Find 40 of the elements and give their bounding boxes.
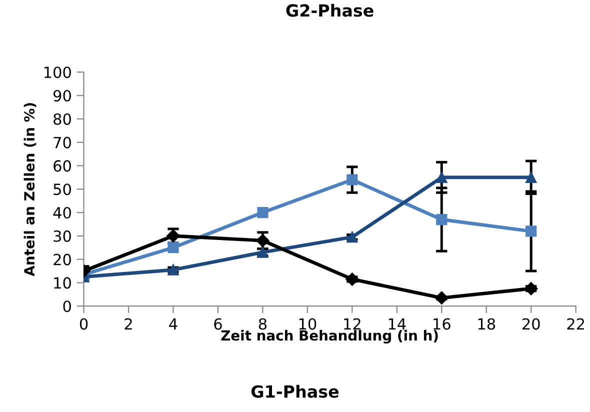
point [256, 234, 270, 248]
x-axis-title: Zeit nach Behandlung (in h) [221, 330, 438, 344]
point [436, 172, 448, 183]
y-tick-label: 10 [54, 277, 71, 289]
point [346, 232, 358, 243]
y-tick-label: 80 [54, 113, 71, 125]
y-tick-label: 0 [63, 300, 71, 312]
x-tick-label: 22 [567, 318, 584, 330]
point [435, 291, 448, 305]
x-tick-label: 10 [299, 318, 316, 330]
point [436, 214, 448, 226]
y-tick-label: 50 [54, 184, 71, 196]
point [526, 172, 537, 183]
y-tick-label: 90 [53, 90, 71, 102]
y-tick-label: 100 [44, 66, 71, 78]
x-tick-label: 2 [124, 318, 132, 330]
y-tick-label: 30 [54, 230, 71, 242]
x-tick-label: 18 [478, 318, 496, 330]
y-tick-label: 40 [53, 206, 71, 219]
text: G1-Phase [251, 384, 339, 398]
x-tick-label: 6 [214, 318, 222, 330]
y-tick-label: 70 [54, 136, 71, 148]
y-tick-label: 60 [54, 160, 71, 172]
point [524, 282, 538, 296]
point [346, 272, 359, 286]
chart-title: G2-Phase [286, 4, 374, 17]
x-tick-label: 20 [522, 318, 540, 330]
x-tick-label: 8 [258, 318, 267, 330]
x-tick-label: 4 [169, 318, 178, 330]
point [168, 264, 179, 276]
x-tick-label: 0 [80, 318, 88, 330]
x-tick-label: 12 [344, 318, 360, 330]
y-tick-label: 20 [54, 254, 71, 266]
x-tick-label: 16 [434, 318, 450, 330]
point [526, 226, 537, 237]
x-tick-label: 14 [388, 318, 406, 330]
point [168, 242, 179, 254]
point [346, 174, 358, 186]
point [257, 206, 268, 218]
y-axis-title: Anteil an Zellen (in %) [24, 103, 36, 276]
